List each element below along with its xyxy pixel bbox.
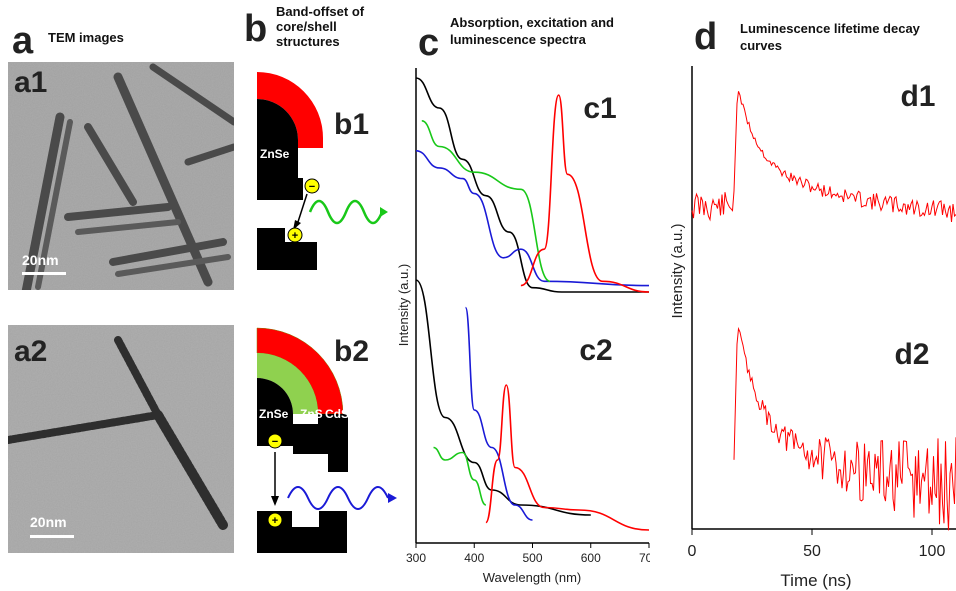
spectra-chart: 300 400 500 600 700 Intensity (a.u.) Wavelen… — [396, 68, 650, 585]
c-x-tick-label: 700 — [639, 551, 650, 565]
tem-image-a1: a1 20nm — [8, 62, 234, 290]
band-diagram-b1: ZnSe CdS − + — [257, 72, 388, 270]
d-x-tick-label: 100 — [919, 543, 946, 560]
c-x-tick-label: 500 — [522, 551, 542, 565]
scale-bar-a2 — [30, 535, 74, 538]
decay-curve-d2 — [733, 326, 956, 531]
label-c2: c2 — [579, 334, 612, 367]
d-x-tick-label: 0 — [688, 543, 697, 560]
spectrum-series-6 — [464, 306, 533, 521]
recombination-arrow-b1 — [296, 193, 308, 226]
label-b1: b1 — [334, 108, 370, 141]
c-x-tick-label: 300 — [406, 551, 426, 565]
core-text-b2: ZnSe — [259, 407, 289, 421]
decay-curve-d1 — [691, 91, 956, 223]
label-b2: b2 — [334, 335, 370, 368]
panel-c-caption: Absorption, excitation and luminescence … — [450, 15, 614, 47]
d-xlabel: Time (ns) — [780, 571, 851, 590]
hole-sign-b2: + — [272, 515, 278, 527]
label-d1: d1 — [900, 80, 935, 113]
cds-shell-b1 — [257, 72, 323, 148]
tem-image-a2: a2 20nm — [8, 325, 234, 553]
panel-b-letter: b — [244, 8, 268, 50]
hole-b2 — [267, 512, 283, 528]
spectrum-series-2 — [415, 150, 650, 287]
c-xlabel: Wavelength (nm) — [483, 570, 582, 585]
spectrum-series-8 — [485, 384, 650, 531]
scale-text-a2: 20nm — [30, 514, 67, 530]
panel-a-letter: a — [12, 20, 34, 62]
band-offset-diagrams: ZnSe CdS − + ZnSe ZnS CdS − + — [256, 72, 397, 553]
scale-text-a1: 20nm — [22, 252, 59, 268]
c-spectra-series — [415, 77, 650, 531]
electron-b1 — [304, 178, 320, 194]
zns-shell-b2 — [257, 353, 318, 414]
electron-b2 — [267, 433, 283, 449]
label-c1: c1 — [583, 92, 616, 125]
panel-b-caption: Band-offset of core/shell structures — [276, 4, 365, 49]
d-x-tick-label: 50 — [803, 543, 821, 560]
d-x-ticks: 0 50 100 — [688, 529, 946, 560]
zns-text-b2: ZnS — [300, 407, 323, 421]
shell-text-b1: CdS — [300, 147, 324, 161]
hole-b1 — [287, 227, 303, 243]
spectrum-series-4 — [520, 94, 650, 293]
blue-emission-wave — [287, 486, 389, 510]
c-x-tick-label: 400 — [464, 551, 484, 565]
electron-sign-b2: − — [272, 436, 278, 448]
green-emission-wave — [308, 199, 384, 225]
panel-c-letter: c — [418, 22, 440, 64]
spectrum-series-7 — [433, 446, 487, 506]
c-x-ticks: 300 400 500 600 700 — [406, 543, 650, 565]
spectrum-series-5 — [415, 279, 591, 516]
hole-sign-b1: + — [292, 230, 298, 242]
c-x-tick-label: 600 — [581, 551, 601, 565]
panel-d-caption: Luminescence lifetime decay curves — [740, 21, 920, 53]
core-text-b1: ZnSe — [260, 147, 290, 161]
scale-bar-a1 — [22, 272, 66, 275]
cds-text-b2: CdS — [325, 407, 349, 421]
spectrum-series-3 — [421, 120, 551, 283]
panel-a-caption: TEM images — [48, 30, 124, 45]
panel-d-letter: d — [694, 16, 718, 58]
d-ylabel: Intensity (a.u.) — [669, 223, 686, 318]
label-a2: a2 — [14, 335, 48, 368]
tem-rods-a2 — [8, 325, 234, 553]
electron-sign-b1: − — [309, 181, 315, 193]
spectrum-series-1 — [415, 77, 649, 293]
band-diagram-b2: ZnSe ZnS CdS − + — [256, 327, 397, 553]
znse-core-b2 — [257, 378, 348, 472]
znse-core-b1 — [257, 99, 303, 200]
decay-chart: 0 50 100 Intensity (a.u.) Time (ns) d1 d2 — [669, 66, 956, 590]
tem-rods-a1 — [8, 62, 234, 290]
label-a1: a1 — [14, 66, 48, 99]
c-ylabel: Intensity (a.u.) — [396, 264, 411, 346]
label-d2: d2 — [894, 338, 929, 371]
